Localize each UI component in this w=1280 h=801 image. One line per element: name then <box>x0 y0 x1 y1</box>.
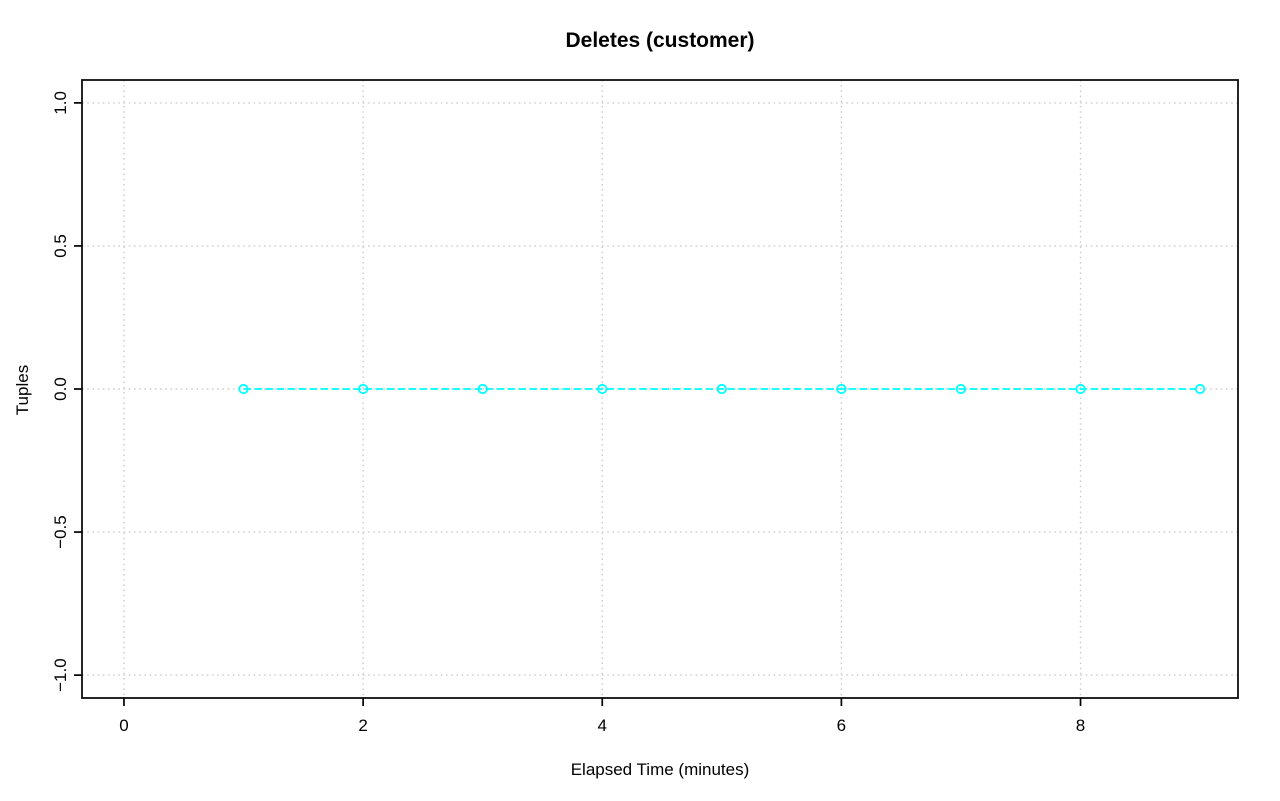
y-tick-label: 0.0 <box>51 377 70 401</box>
x-tick-label: 0 <box>119 716 128 735</box>
y-tick-label: 0.5 <box>51 234 70 258</box>
data-point <box>955 383 967 395</box>
x-tick-label: 2 <box>358 716 367 735</box>
y-tick-label: −0.5 <box>51 515 70 549</box>
data-point <box>358 383 369 395</box>
data-point <box>1075 383 1086 395</box>
data-point <box>238 383 249 395</box>
y-tick-label: −1.0 <box>51 658 70 692</box>
y-tick-label: 1.0 <box>51 91 70 115</box>
x-axis-label: Elapsed Time (minutes) <box>570 760 750 779</box>
y-axis-label: Tuples <box>13 364 32 416</box>
data-point <box>477 383 488 395</box>
data-point <box>1194 383 1206 395</box>
x-tick-label: 8 <box>1076 716 1085 735</box>
x-tick-label: 6 <box>837 716 846 735</box>
x-tick-label: 4 <box>598 716 607 735</box>
data-point <box>597 383 608 395</box>
data-point <box>836 383 847 395</box>
chart-title: Deletes (customer) <box>565 29 755 52</box>
data-point <box>716 383 727 395</box>
